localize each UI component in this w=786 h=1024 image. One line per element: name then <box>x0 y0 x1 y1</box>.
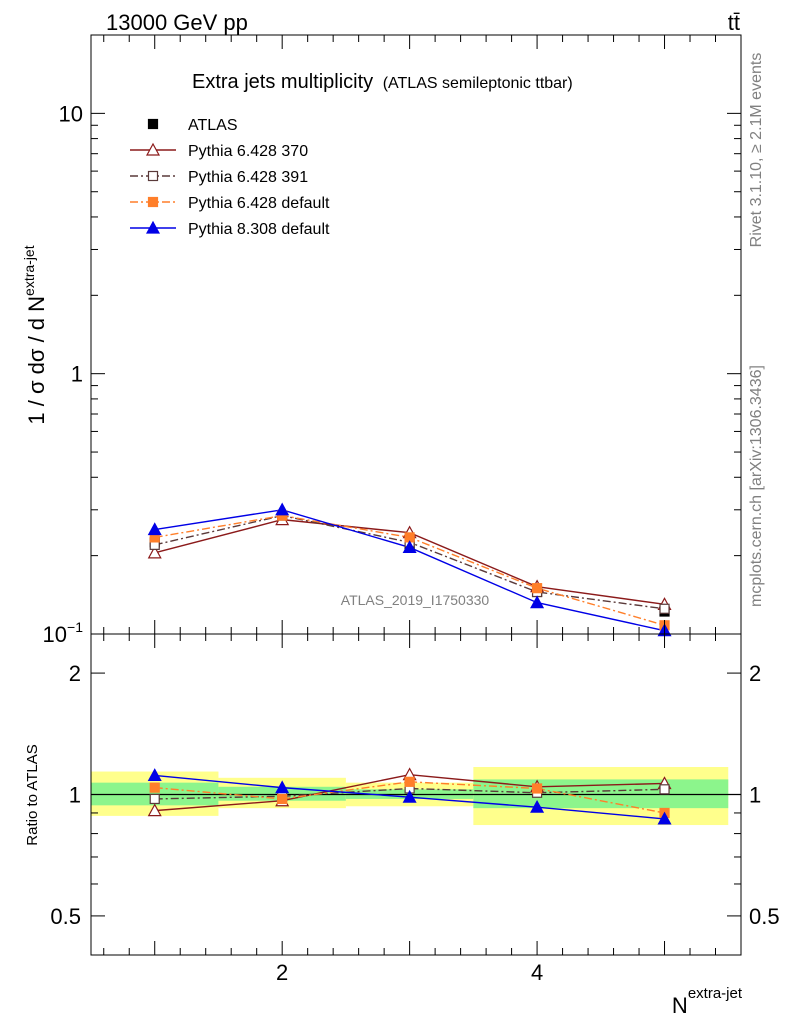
ratio-series-3-point-2 <box>402 789 417 803</box>
energy-label: 13000 GeV pp <box>106 10 248 35</box>
main-y-axis-label-sup: extra-jet <box>21 245 37 296</box>
legend-marker-0 <box>147 118 159 130</box>
legend-marker-2 <box>147 170 159 182</box>
chart-subtitle: (ATLAS semileptonic ttbar) <box>383 75 573 92</box>
main-series-4-point-1 <box>275 502 290 516</box>
ratio-y-tick-label-right-0: 0.5 <box>749 904 780 929</box>
ratio-y-tick-label-right-1: 1 <box>749 783 761 808</box>
ratio-series-3-point-3 <box>530 799 545 813</box>
ratio-series-3-point-0 <box>147 768 162 782</box>
ratio-series-1-line <box>154 787 665 800</box>
process-label: tt̄ <box>728 10 740 35</box>
ratio-y-tick-label-left-2: 2 <box>69 661 81 686</box>
ratio-y-tick-label-left-0: 0.5 <box>50 904 81 929</box>
analysis-id-label: ATLAS_2019_I1750330 <box>341 592 490 608</box>
ratio-series-3-point-1 <box>275 780 290 794</box>
ratio-y-tick-label-left-1: 1 <box>69 783 81 808</box>
legend-label-1: Pythia 6.428 370 <box>188 143 308 160</box>
main-series-2-point-4 <box>659 603 670 614</box>
main-series-4-point-0 <box>147 522 162 536</box>
main-series-1-point-0 <box>147 545 162 559</box>
legend-marker-3 <box>147 196 159 208</box>
main-series-4-point-2 <box>402 540 417 554</box>
x-axis-label-sup: extra-jet <box>688 985 743 1002</box>
x-axis-label-text: N <box>672 993 688 1018</box>
legend-label-4: Pythia 8.308 default <box>188 221 330 238</box>
rivet-version-label: Rivet 3.1.10, ≥ 2.1M events <box>748 53 765 248</box>
main-series-3-point-3 <box>531 583 543 594</box>
ratio-y-tick-label-right-2: 2 <box>749 661 761 686</box>
legend-label-2: Pythia 6.428 391 <box>188 169 308 186</box>
ratio-series-1-point-4 <box>659 784 670 795</box>
ratio-series-0-point-0 <box>147 803 162 817</box>
main-panel: 10−1 1 10 Extra jets multiplicity (ATLAS s… <box>21 34 742 647</box>
main-y-axis-label: 1 / σ dσ / d Nextra-jet <box>21 245 49 424</box>
ratio-series-1-point-0 <box>149 793 160 805</box>
x-axis-label: Nextra-jet <box>672 985 743 1018</box>
ratio-panel: 0.5 0.5 1 1 2 2 2 4 Ratio to ATLAS Nextra-jet <box>24 633 780 1018</box>
legend: ATLAS Pythia 6.428 370 Pythia 6.428 391 Pyt… <box>130 117 330 238</box>
legend-label-3: Pythia 6.428 default <box>188 195 330 212</box>
ratio-series-3-point-4 <box>657 811 672 825</box>
main-y-axis-label-text: 1 / σ dσ / d N <box>24 296 49 425</box>
ratio-series-2-point-1 <box>277 793 288 805</box>
main-y-tick-label-2: 10 <box>59 101 83 126</box>
main-y-tick-label-0: 10−1 <box>43 619 84 647</box>
ratio-series-2-point-0 <box>149 782 160 793</box>
chart-title: Extra jets multiplicity (ATLAS semilepto… <box>192 71 573 93</box>
ratio-y-axis-label: Ratio to ATLAS <box>24 744 41 845</box>
legend-marker-4 <box>145 220 161 234</box>
legend-label-0: ATLAS <box>188 117 238 134</box>
ratio-series-2-point-3 <box>531 783 543 794</box>
x-tick-label-0: 2 <box>276 960 288 985</box>
legend-marker-1 <box>145 142 161 156</box>
x-tick-label-1: 4 <box>531 960 543 985</box>
mcplots-label: mcplots.cern.ch [arXiv:1306.3436] <box>748 365 765 607</box>
ratio-series-2-point-2 <box>404 776 415 787</box>
main-series-4-point-3 <box>530 595 545 609</box>
chart-title-main: Extra jets multiplicity <box>192 71 373 93</box>
main-y-tick-label-1: 1 <box>71 362 83 387</box>
